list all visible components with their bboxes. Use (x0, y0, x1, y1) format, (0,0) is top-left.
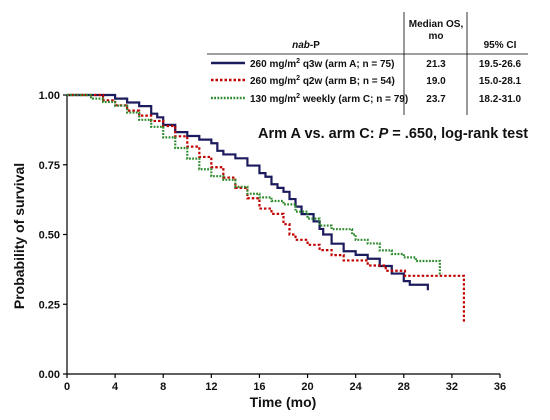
legend-median-header: Median OS, mo (409, 19, 464, 42)
y-tick-label: 0.50 (39, 230, 60, 242)
x-tick-label: 16 (253, 381, 265, 393)
y-ticks: 0.00 0.25 0.50 0.75 1.00 (39, 90, 67, 381)
x-tick-label: 24 (350, 381, 363, 393)
legend-group-header: nab-P (292, 40, 320, 51)
legend-median-arm-a: 21.3 (426, 59, 446, 70)
x-axis-title: Time (mo) (250, 394, 317, 410)
legend-median-arm-c: 23.7 (426, 94, 446, 105)
legend-label-arm-a: 260 mg/m2 q3w (arm A; n = 75) (250, 58, 394, 70)
legend-ci-arm-b: 15.0-28.1 (479, 76, 522, 87)
legend-rows: 260 mg/m2 q3w (arm A; n = 75) 21.3 19.5-26… (211, 58, 522, 105)
logrank-annotation: Arm A vs. arm C: P = .650, log-rank test (258, 126, 528, 142)
legend-label-arm-b: 260 mg/m2 q2w (arm B; n = 54) (250, 75, 395, 87)
x-tick-label: 8 (160, 381, 166, 393)
x-tick-label: 12 (205, 381, 217, 393)
y-tick-label: 0.75 (39, 160, 60, 172)
x-tick-label: 28 (398, 381, 410, 393)
x-tick-label: 36 (494, 381, 506, 393)
survival-curve-arm-c (67, 93, 443, 275)
legend-table: nab-P Median OS, mo 95% CI 260 mg/m2 q3w … (207, 12, 528, 115)
x-tick-label: 0 (64, 381, 70, 393)
legend-median-arm-b: 19.0 (426, 76, 446, 87)
legend-ci-header: 95% CI (484, 40, 517, 51)
legend-ci-arm-a: 19.5-26.6 (479, 59, 522, 70)
legend-ci-arm-c: 18.2-31.0 (479, 94, 522, 105)
x-tick-label: 20 (301, 381, 313, 393)
y-axis-title: Probability of survival (11, 163, 27, 309)
survival-curve-arm-b (67, 93, 466, 324)
x-ticks: 0 4 8 12 16 20 24 28 32 36 (64, 374, 506, 393)
survival-curve-arm-a (67, 93, 429, 291)
y-tick-label: 1.00 (39, 90, 60, 102)
survival-curves (67, 93, 466, 324)
x-tick-label: 4 (112, 381, 119, 393)
legend-label-arm-c: 130 mg/m2 weekly (arm C; n = 79) (250, 93, 408, 105)
x-tick-label: 32 (446, 381, 458, 393)
y-tick-label: 0.00 (39, 369, 60, 381)
y-tick-label: 0.25 (39, 299, 60, 311)
